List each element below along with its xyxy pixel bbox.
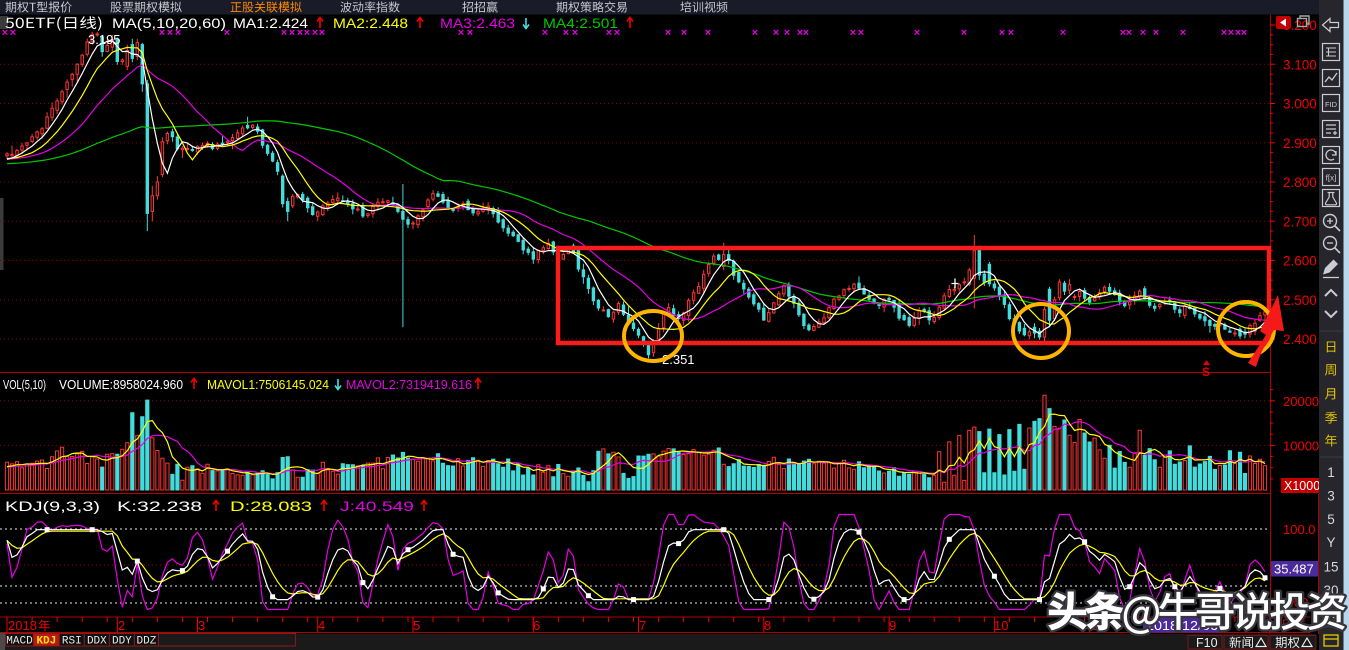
svg-text:35.487: 35.487 bbox=[1274, 562, 1314, 577]
svg-text:5: 5 bbox=[413, 618, 420, 633]
svg-text:8: 8 bbox=[764, 618, 771, 633]
svg-text:×: × bbox=[289, 27, 295, 39]
svg-text:9: 9 bbox=[889, 618, 896, 633]
svg-text:×: × bbox=[467, 27, 473, 39]
svg-text:×: × bbox=[1241, 27, 1247, 39]
svg-text:f[x]: f[x] bbox=[1326, 174, 1337, 183]
svg-text:F10: F10 bbox=[1196, 636, 1218, 650]
svg-text:2018: 2018 bbox=[8, 618, 37, 633]
svg-text:×: × bbox=[1228, 27, 1234, 39]
svg-text:MA(5,10,20,60): MA(5,10,20,60) bbox=[112, 15, 226, 31]
svg-text:7: 7 bbox=[639, 618, 646, 633]
svg-text:J:40.549: J:40.549 bbox=[340, 499, 414, 514]
svg-text:×: × bbox=[1120, 27, 1126, 39]
svg-text:×: × bbox=[961, 27, 967, 39]
svg-text:×: × bbox=[542, 27, 548, 39]
svg-text:×: × bbox=[159, 27, 165, 39]
svg-text:MACD: MACD bbox=[6, 636, 33, 648]
svg-text:VOL(5,10): VOL(5,10) bbox=[3, 377, 46, 392]
svg-text:RSI: RSI bbox=[62, 636, 82, 648]
svg-text:×: × bbox=[850, 27, 856, 39]
svg-text:×: × bbox=[797, 27, 803, 39]
svg-text:1: 1 bbox=[1327, 465, 1335, 480]
svg-text:×: × bbox=[914, 27, 920, 39]
svg-text:5: 5 bbox=[1327, 512, 1335, 527]
svg-text:×: × bbox=[572, 27, 578, 39]
svg-text:DDX: DDX bbox=[87, 636, 107, 648]
svg-text:×: × bbox=[312, 27, 318, 39]
svg-text:Y: Y bbox=[1326, 535, 1335, 550]
svg-text:20000: 20000 bbox=[1283, 394, 1319, 409]
svg-text:MA3:2.463: MA3:2.463 bbox=[440, 15, 515, 31]
svg-text:×: × bbox=[167, 27, 173, 39]
svg-text:100.0: 100.0 bbox=[1283, 522, 1316, 537]
svg-text:×: × bbox=[999, 27, 1005, 39]
svg-text:10: 10 bbox=[994, 618, 1008, 633]
svg-text:3: 3 bbox=[198, 618, 205, 633]
svg-text:×: × bbox=[752, 27, 758, 39]
svg-text:×: × bbox=[1060, 27, 1066, 39]
svg-text:6: 6 bbox=[533, 618, 540, 633]
svg-text:FID: FID bbox=[1325, 100, 1338, 109]
svg-text:DDY: DDY bbox=[112, 636, 132, 648]
svg-text:×: × bbox=[224, 27, 230, 39]
svg-text:D:28.083: D:28.083 bbox=[230, 499, 312, 514]
svg-text:×: × bbox=[319, 27, 325, 39]
svg-text:×: × bbox=[563, 27, 569, 39]
svg-text:2.800: 2.800 bbox=[1283, 175, 1317, 190]
svg-text:2.900: 2.900 bbox=[1283, 136, 1317, 151]
svg-text:MA4:2.501: MA4:2.501 bbox=[543, 15, 618, 31]
svg-text:×: × bbox=[297, 27, 303, 39]
svg-text:×: × bbox=[304, 27, 310, 39]
svg-text:×: × bbox=[10, 27, 16, 39]
svg-text:MAVOL2:7319419.616: MAVOL2:7319419.616 bbox=[346, 377, 472, 392]
svg-text:KDJ(9,3,3): KDJ(9,3,3) bbox=[5, 499, 100, 514]
svg-text:×: × bbox=[1126, 27, 1132, 39]
svg-text:MA2:2.448: MA2:2.448 bbox=[333, 15, 408, 31]
svg-text:×: × bbox=[858, 27, 864, 39]
svg-text:×: × bbox=[614, 27, 620, 39]
svg-text:X1000: X1000 bbox=[1284, 479, 1320, 493]
svg-text:×: × bbox=[1140, 27, 1146, 39]
svg-text:2.600: 2.600 bbox=[1283, 254, 1317, 269]
svg-text:×: × bbox=[281, 27, 287, 39]
svg-text:2: 2 bbox=[118, 618, 125, 633]
svg-text:×: × bbox=[1180, 27, 1186, 39]
svg-text:×: × bbox=[773, 27, 779, 39]
svg-text:×: × bbox=[784, 27, 790, 39]
svg-text:2.400: 2.400 bbox=[1283, 332, 1317, 347]
svg-text:×: × bbox=[1153, 27, 1159, 39]
svg-text:10000: 10000 bbox=[1283, 438, 1319, 453]
svg-text:×: × bbox=[681, 27, 687, 39]
svg-text:×: × bbox=[175, 27, 181, 39]
svg-text:×: × bbox=[705, 27, 711, 39]
svg-text:2.500: 2.500 bbox=[1283, 293, 1317, 308]
svg-text:×: × bbox=[2, 27, 8, 39]
svg-text:K:32.238: K:32.238 bbox=[117, 499, 202, 514]
svg-text:3.000: 3.000 bbox=[1283, 97, 1317, 112]
svg-text:×: × bbox=[606, 27, 612, 39]
svg-text:4: 4 bbox=[318, 618, 325, 633]
svg-text:×: × bbox=[1008, 27, 1014, 39]
svg-text:DDZ: DDZ bbox=[137, 636, 157, 648]
svg-text:3.195: 3.195 bbox=[88, 32, 121, 47]
svg-text:MAVOL1:7506145.024: MAVOL1:7506145.024 bbox=[207, 377, 329, 392]
svg-text:2.700: 2.700 bbox=[1283, 214, 1317, 229]
svg-text:×: × bbox=[1221, 27, 1227, 39]
svg-text:×: × bbox=[665, 27, 671, 39]
svg-text:3.100: 3.100 bbox=[1283, 57, 1317, 72]
svg-text:S: S bbox=[1202, 365, 1210, 379]
svg-text:15: 15 bbox=[1323, 560, 1338, 575]
svg-text:VOLUME:8958024.960: VOLUME:8958024.960 bbox=[59, 377, 183, 392]
svg-text:MA1:2.424: MA1:2.424 bbox=[233, 15, 308, 31]
svg-text:×: × bbox=[1235, 27, 1241, 39]
svg-text:×: × bbox=[458, 27, 464, 39]
svg-text:KDJ: KDJ bbox=[36, 636, 56, 648]
svg-text:×: × bbox=[803, 27, 809, 39]
svg-text:3: 3 bbox=[1327, 489, 1335, 504]
